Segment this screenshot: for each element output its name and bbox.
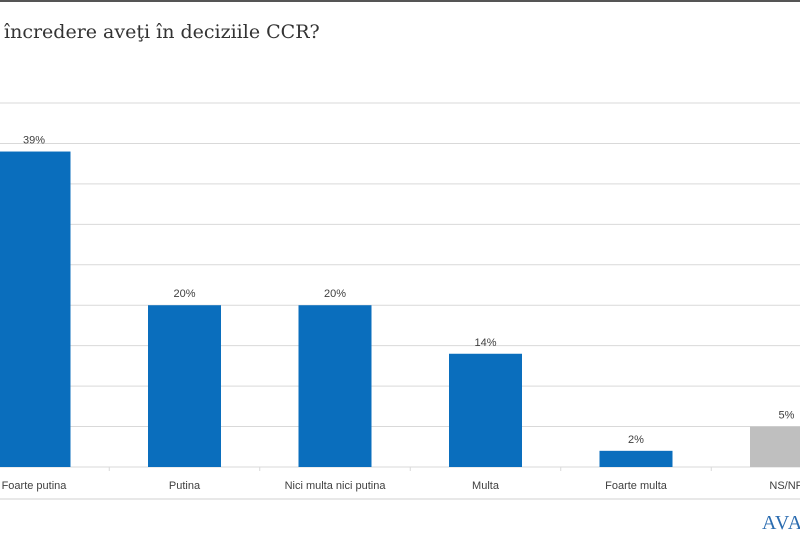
bar-4: [599, 450, 673, 467]
brand-logo: AVAN: [762, 512, 800, 534]
data-label-2: 20%: [324, 288, 346, 300]
bar-3: [449, 353, 522, 467]
category-label-4: Foarte multa: [605, 480, 668, 492]
category-label-1: Putina: [169, 480, 201, 492]
data-label-4: 2%: [628, 434, 644, 446]
category-label-2: Nici multa nici putina: [285, 480, 387, 492]
category-label-5: NS/NR: [769, 480, 800, 492]
bar-0: [0, 151, 71, 468]
data-label-0: 39%: [23, 135, 45, 147]
data-label-3: 14%: [474, 337, 496, 349]
bar-1: [148, 305, 221, 467]
category-label-0: Foarte putina: [2, 480, 68, 492]
data-label-5: 5%: [779, 410, 795, 422]
data-label-1: 20%: [173, 288, 195, 300]
frame-top-border: [0, 0, 800, 2]
chart-title: încredere aveţi în deciziile CCR?: [4, 21, 320, 43]
category-label-3: Multa: [472, 480, 500, 492]
bar-2: [298, 305, 372, 467]
bar-5: [750, 426, 800, 467]
